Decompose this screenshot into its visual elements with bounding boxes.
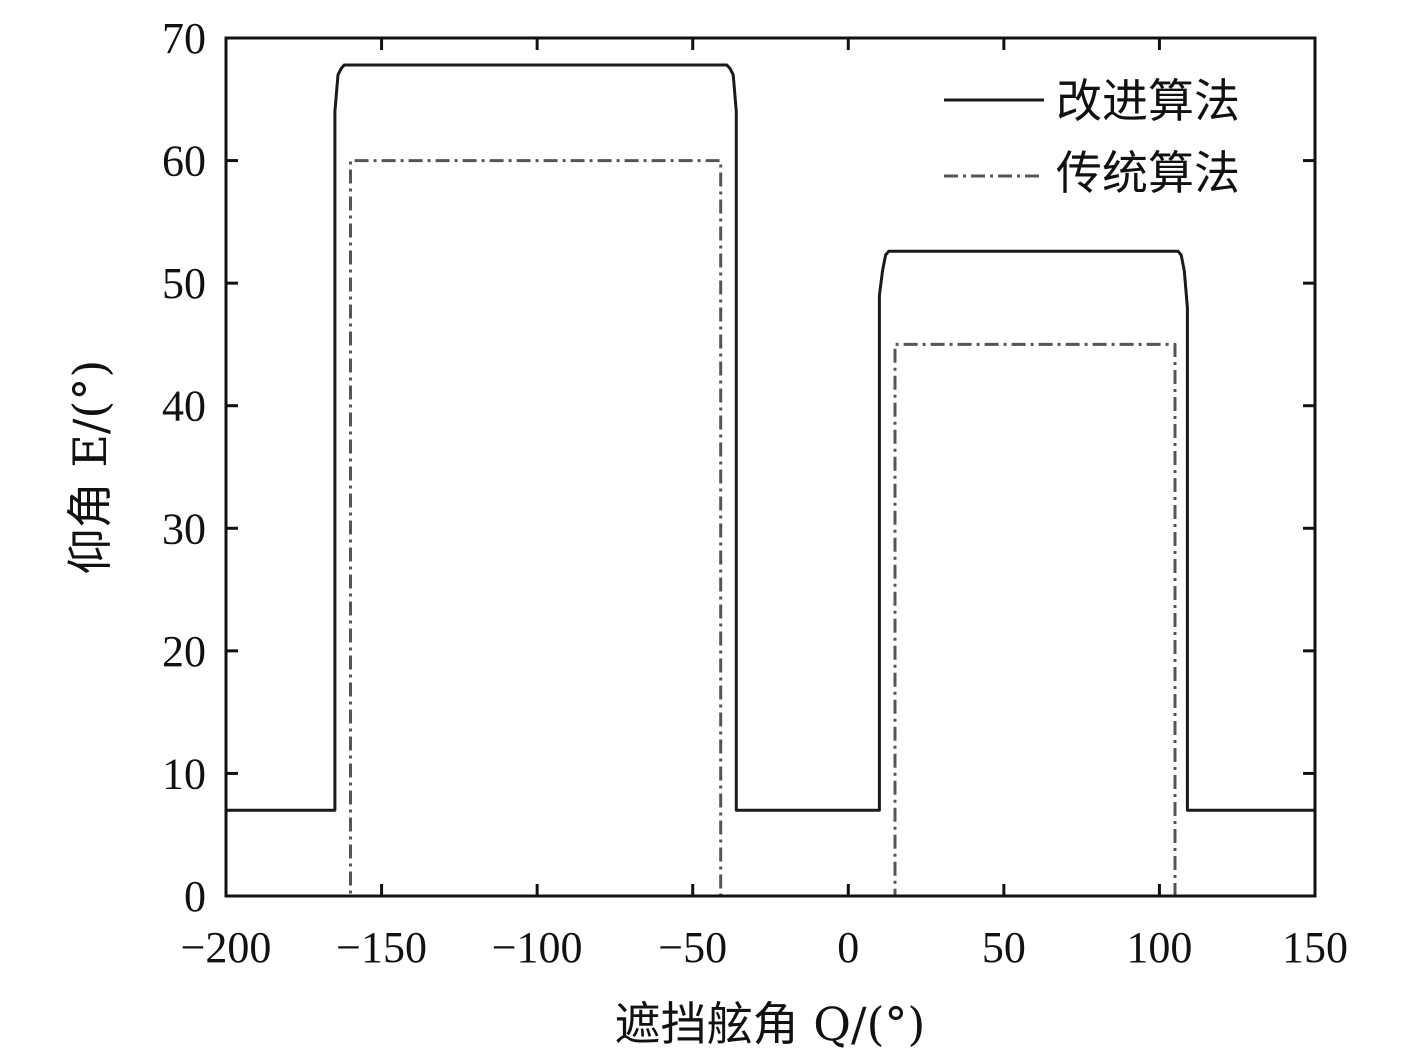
y-tick-label: 70 — [162, 14, 206, 63]
series-layer — [226, 63, 1315, 896]
x-axis-title: 遮挡舷角 Q/(°) — [615, 997, 926, 1051]
legend-label-improved: 改进算法 — [1056, 74, 1240, 128]
legend-label-traditional: 传统算法 — [1056, 146, 1240, 200]
y-tick-label: 60 — [162, 137, 206, 186]
x-tick-label: 0 — [837, 923, 859, 972]
y-tick-label: 20 — [162, 627, 206, 676]
x-tick-label: 100 — [1126, 923, 1192, 972]
y-tick-label: 40 — [162, 382, 206, 431]
ticks-layer — [224, 36, 1317, 898]
plot-frame — [224, 36, 1317, 898]
y-tick-label: 0 — [184, 872, 206, 921]
y-tick-label: 10 — [162, 749, 206, 798]
x-tick-label: 150 — [1282, 923, 1348, 972]
x-tick-label: 50 — [982, 923, 1026, 972]
tick-labels-layer: −200 −150 −100 −50 0 50 100 150 0 10 20 30 40 50 60 70 — [162, 14, 1348, 972]
x-tick-label: −200 — [181, 923, 272, 972]
series-line-traditional — [226, 159, 1315, 896]
series-line-improved — [226, 63, 1315, 812]
legend: 改进算法 传统算法 — [944, 74, 1240, 200]
x-tick-label: −100 — [492, 923, 583, 972]
y-axis-title: 仰角 E/(°) — [63, 360, 117, 575]
x-tick-label: −150 — [336, 923, 427, 972]
y-tick-label: 30 — [162, 504, 206, 553]
y-tick-label: 50 — [162, 259, 206, 308]
x-tick-label: −50 — [658, 923, 727, 972]
